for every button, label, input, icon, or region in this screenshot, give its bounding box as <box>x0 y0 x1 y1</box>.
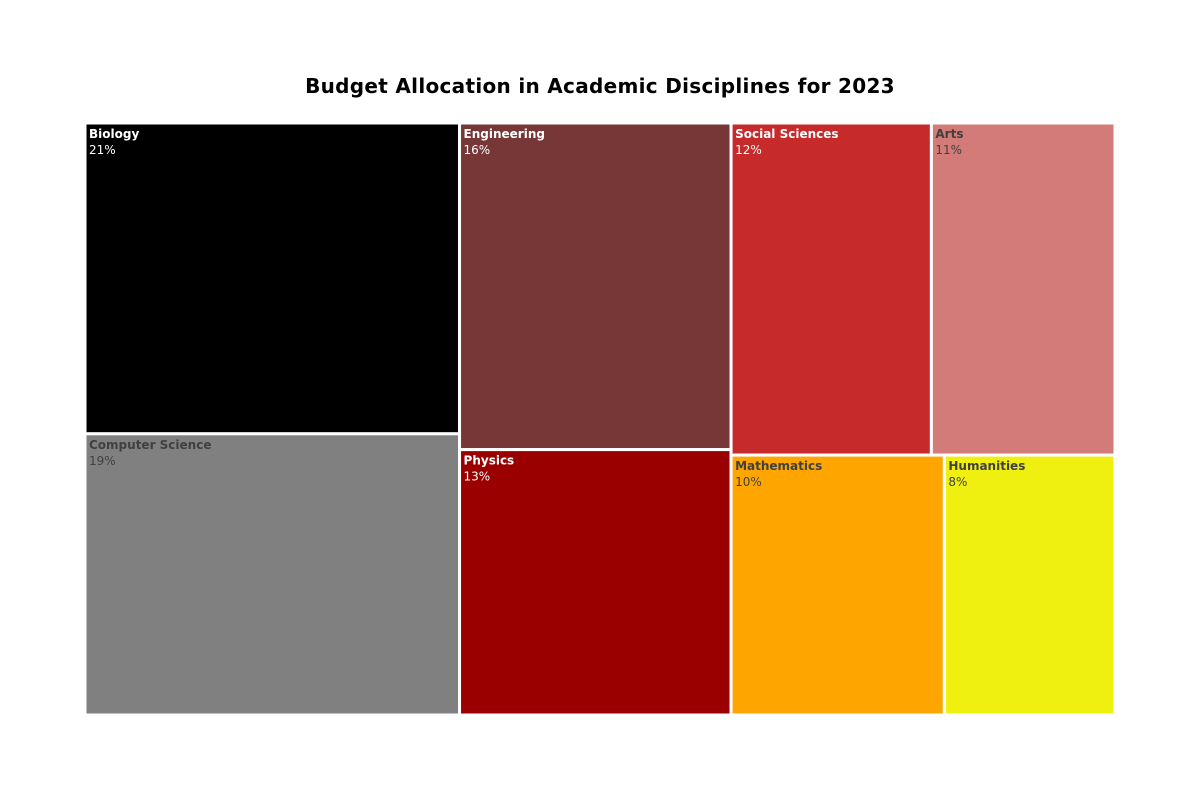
tile-label-biology: Biology <box>89 127 139 141</box>
tile-biology: Biology 21% <box>83 121 462 436</box>
tile-rect-arts <box>929 121 1117 457</box>
tile-value-humanities: 8% <box>948 475 967 489</box>
tile-label-humanities: Humanities <box>948 459 1025 473</box>
tile-value-arts: 11% <box>935 143 962 157</box>
tile-label-arts: Arts <box>935 127 963 141</box>
tile-rect-mathematics <box>729 453 946 717</box>
tile-value-engineering: 16% <box>464 143 491 157</box>
tile-rect-engineering <box>458 121 733 452</box>
tile-computer-science: Computer Science 19% <box>83 432 462 717</box>
chart-title: Budget Allocation in Academic Discipline… <box>305 74 895 98</box>
tile-physics: Physics 13% <box>458 448 733 717</box>
tile-mathematics: Mathematics 10% <box>729 453 946 717</box>
tile-social-sciences: Social Sciences 12% <box>729 121 933 457</box>
tile-value-computer-science: 19% <box>89 454 116 468</box>
tile-label-engineering: Engineering <box>464 127 545 141</box>
tile-value-mathematics: 10% <box>735 475 762 489</box>
tile-rect-humanities <box>942 453 1117 717</box>
tile-value-physics: 13% <box>464 470 491 484</box>
tile-arts: Arts 11% <box>929 121 1117 457</box>
tile-label-mathematics: Mathematics <box>735 459 822 473</box>
tile-value-social-sciences: 12% <box>735 143 762 157</box>
tile-label-physics: Physics <box>464 454 515 468</box>
tile-label-social-sciences: Social Sciences <box>735 127 838 141</box>
tile-rect-computer-science <box>83 432 462 717</box>
tile-rect-biology <box>83 121 462 436</box>
tile-rect-physics <box>458 448 733 717</box>
tile-engineering: Engineering 16% <box>458 121 733 452</box>
tile-value-biology: 21% <box>89 143 116 157</box>
tile-humanities: Humanities 8% <box>942 453 1117 717</box>
tile-label-computer-science: Computer Science <box>89 438 211 452</box>
tile-rect-social-sciences <box>729 121 933 457</box>
